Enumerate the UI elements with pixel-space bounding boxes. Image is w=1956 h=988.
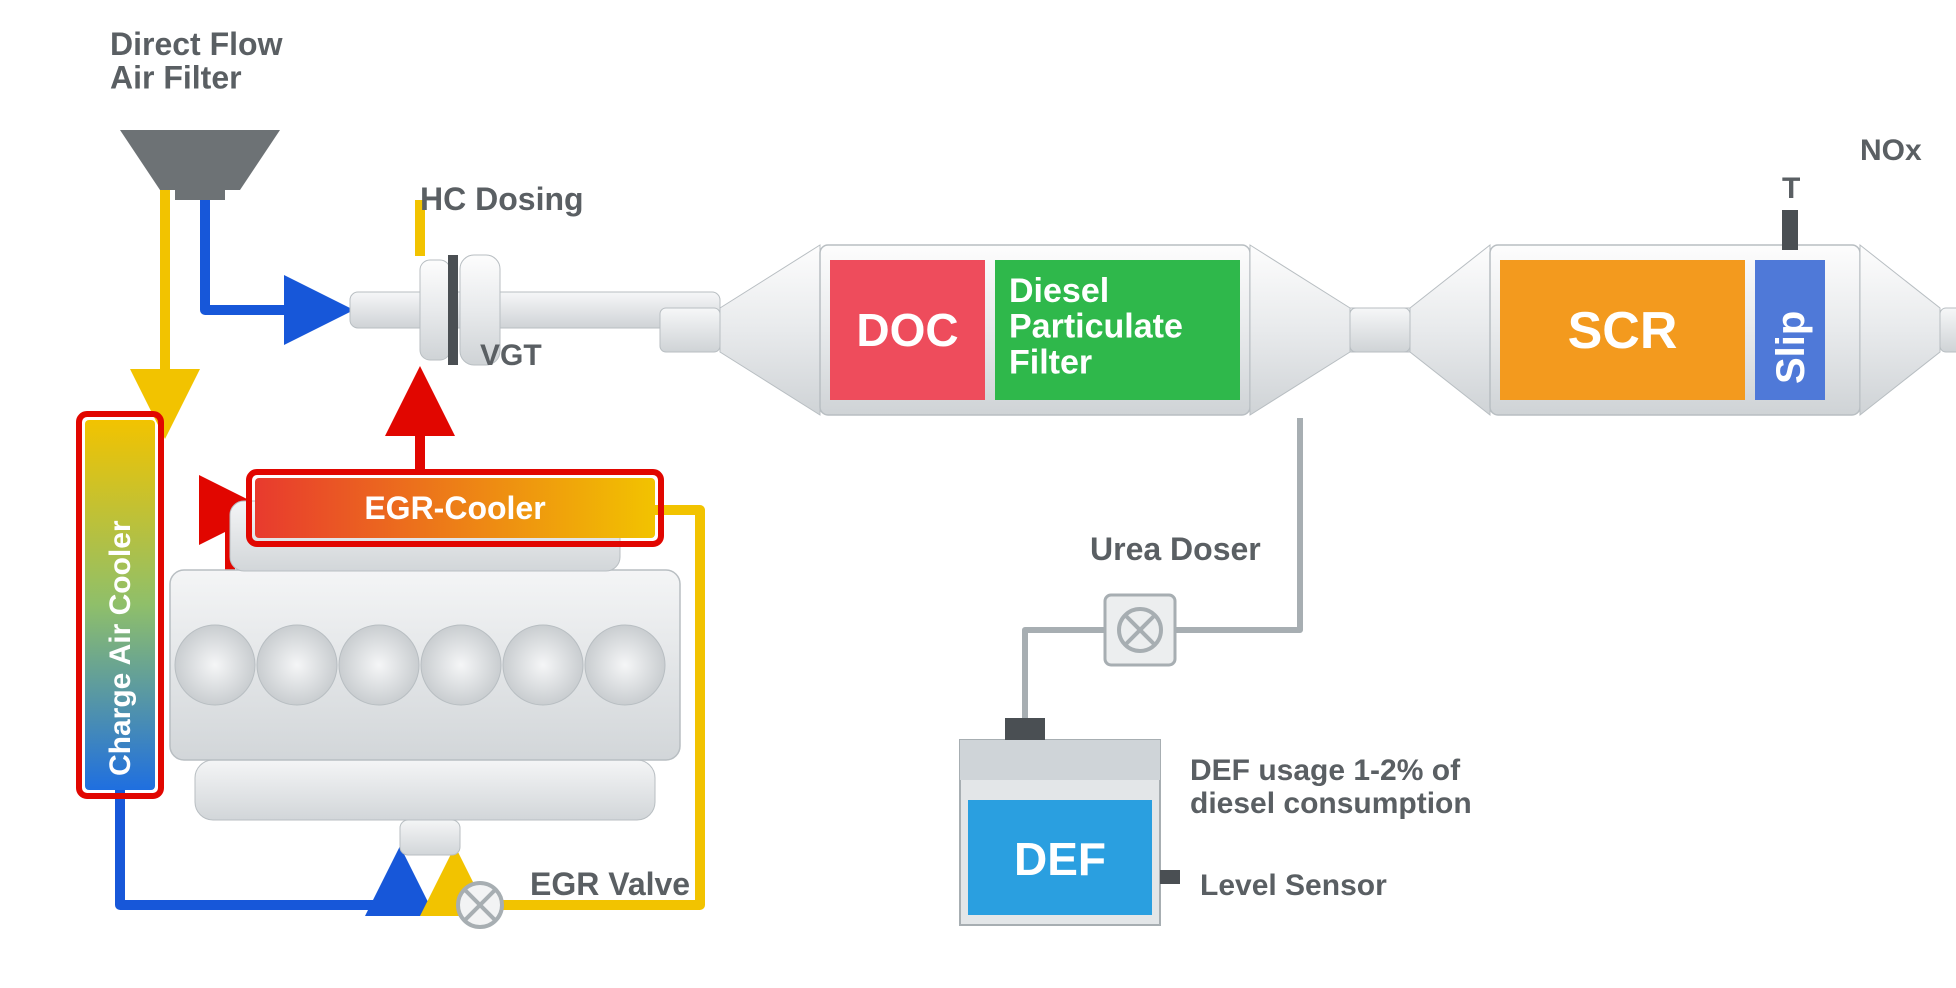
scr-label: SCR bbox=[1568, 302, 1678, 360]
slip-label: Slip bbox=[1769, 311, 1813, 384]
level-sensor-label: Level Sensor bbox=[1200, 869, 1387, 902]
cylinder bbox=[421, 625, 501, 705]
level-sensor-icon bbox=[1160, 870, 1180, 884]
air-filter-label: Direct FlowAir Filter bbox=[110, 26, 283, 96]
egr-cooler-label: EGR-Cooler bbox=[364, 490, 545, 526]
doc-label: DOC bbox=[856, 304, 958, 356]
exhaust-system-diagram: Direct FlowAir FilterVGTHC DosingDOCDies… bbox=[0, 0, 1956, 988]
def-cap-icon bbox=[1005, 718, 1045, 740]
cylinder bbox=[175, 625, 255, 705]
t-sensor-icon bbox=[1782, 210, 1798, 250]
vgt-label: VGT bbox=[480, 339, 542, 372]
def-label: DEF bbox=[1014, 833, 1106, 885]
cylinder bbox=[503, 625, 583, 705]
cylinder bbox=[585, 625, 665, 705]
hc-dosing-label: HC Dosing bbox=[420, 181, 584, 217]
nox-sensor-label: NOx bbox=[1860, 134, 1922, 167]
cylinder bbox=[257, 625, 337, 705]
egr-valve-label: EGR Valve bbox=[530, 866, 690, 902]
t-sensor-label: T bbox=[1782, 172, 1800, 205]
pipe-doser-to-exhaust bbox=[1175, 418, 1300, 630]
urea-doser-label: Urea Doser bbox=[1090, 531, 1261, 567]
cylinder bbox=[339, 625, 419, 705]
def-usage-label: DEF usage 1-2% ofdiesel consumption bbox=[1190, 754, 1472, 820]
flow-intake-blue bbox=[205, 190, 340, 310]
cac-label: Charge Air Cooler bbox=[104, 520, 137, 776]
air-filter bbox=[120, 130, 280, 190]
